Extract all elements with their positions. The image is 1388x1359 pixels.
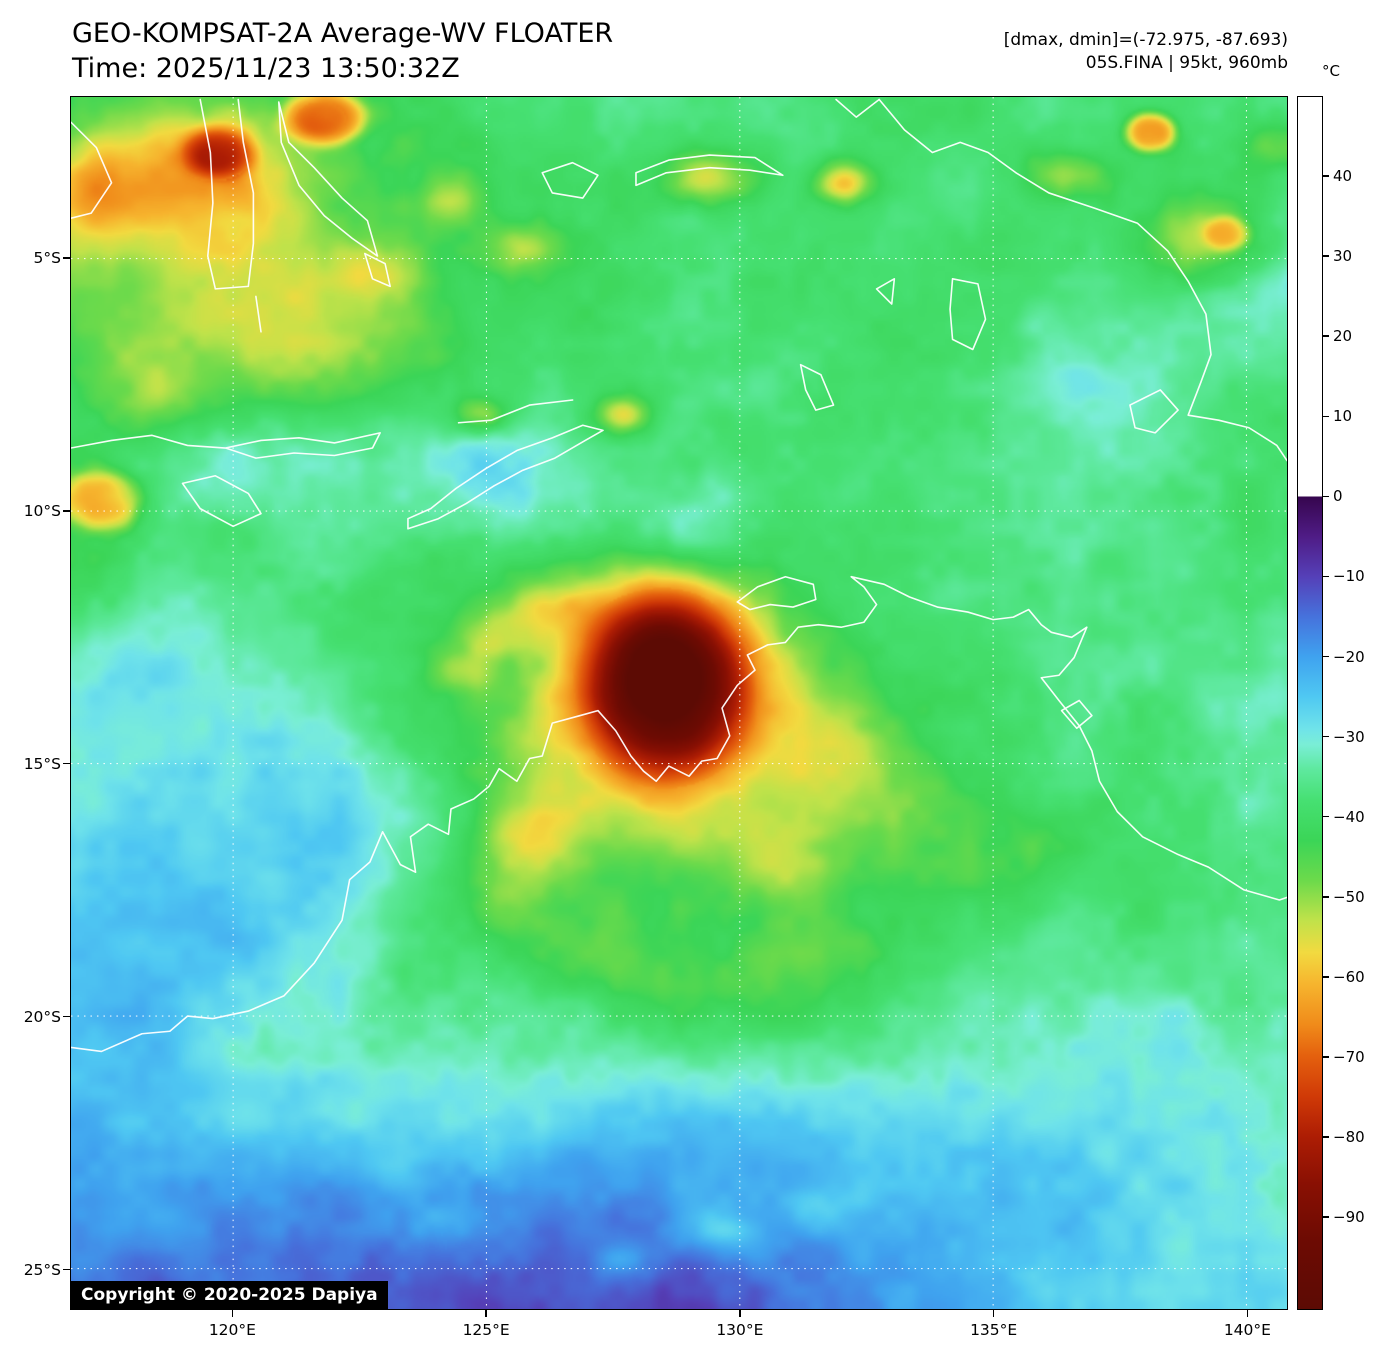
colorbar-tick-label: 0: [1333, 487, 1343, 506]
coastline: [736, 575, 817, 611]
water-vapor-satellite-image: [71, 97, 1287, 1309]
colorbar-tick-label: −80: [1333, 1128, 1365, 1147]
colorbar-tick: [1323, 1216, 1329, 1218]
colorbar-tick-label: 40: [1333, 167, 1353, 186]
colorbar-tick: [1323, 1136, 1329, 1138]
colorbar-tick-label: −50: [1333, 887, 1365, 906]
lat-axis-label: 15°S: [23, 754, 61, 773]
coastline: [199, 98, 255, 290]
coastline: [878, 98, 1287, 462]
colorbar-tick: [1323, 495, 1329, 498]
coastline: [364, 252, 391, 288]
lat-axis-label: 5°S: [33, 248, 61, 267]
colorbar-tick: [1323, 255, 1329, 257]
storm-intensity-readout: 05S.FINA | 95kt, 960mb: [1085, 53, 1288, 73]
coastline: [799, 363, 835, 411]
colorbar-tick-label: 30: [1333, 247, 1353, 266]
lon-axis-label: 125°E: [462, 1321, 510, 1339]
lat-axis-tick: [63, 1015, 70, 1018]
dmax-dmin-readout: [dmax, dmin]=(-72.975, -87.693): [1003, 30, 1288, 50]
lon-axis-label: 135°E: [970, 1321, 1018, 1339]
image-timestamp: Time: 2025/11/23 13:50:32Z: [72, 53, 460, 84]
lat-axis-label: 10°S: [23, 501, 61, 520]
lat-axis-tick: [63, 762, 70, 765]
coastline: [835, 98, 880, 118]
coastline: [541, 161, 599, 199]
lon-axis-tick: [485, 1310, 487, 1317]
colorbar-tick: [1323, 735, 1329, 738]
lon-axis-label: 120°E: [208, 1321, 256, 1339]
coastline: [71, 575, 1287, 1053]
colorbar-tick-label: −30: [1333, 727, 1365, 746]
lat-axis-tick: [63, 1268, 70, 1271]
colorbar-tick-label: −20: [1333, 647, 1365, 666]
lon-axis-tick: [992, 1310, 995, 1317]
coastline: [949, 278, 987, 351]
colorbar-tick-label: −60: [1333, 967, 1365, 986]
colorbar-tick: [1323, 575, 1329, 578]
lat-axis-tick: [63, 510, 70, 512]
lat-axis-label: 20°S: [23, 1007, 61, 1026]
map-overlay: [71, 97, 1287, 1309]
page-title: GEO-KOMPSAT-2A Average-WV FLOATER: [72, 18, 614, 49]
colorbar-tick: [1323, 415, 1329, 418]
colorbar-tick: [1323, 815, 1329, 818]
colorbar-tick: [1323, 1056, 1329, 1058]
coastline: [407, 424, 604, 530]
lon-axis-tick: [1246, 1310, 1249, 1317]
colorbar-gradient: [1298, 97, 1322, 1309]
lon-axis-label: 140°E: [1223, 1321, 1271, 1339]
colorbar-tick: [1323, 655, 1329, 658]
colorbar-tick-label: −10: [1333, 567, 1365, 586]
colorbar-tick: [1323, 335, 1329, 337]
coastline: [875, 278, 896, 305]
coastline: [1129, 389, 1179, 434]
satellite-map-panel: Copyright © 2020-2025 Dapiya: [70, 96, 1288, 1310]
coastline: [181, 474, 262, 528]
lat-axis-label: 25°S: [23, 1260, 61, 1279]
temperature-colorbar: [1297, 96, 1323, 1310]
coastline: [277, 101, 379, 257]
colorbar-tick: [1323, 175, 1329, 177]
coastline: [1060, 699, 1093, 730]
lon-axis-tick: [739, 1310, 741, 1317]
colorbar-tick-label: −90: [1333, 1208, 1365, 1227]
coastline: [71, 121, 113, 219]
colorbar-tick-label: −40: [1333, 807, 1365, 826]
lat-axis-tick: [63, 257, 70, 259]
colorbar-unit-label: °C: [1322, 62, 1340, 80]
coastline: [635, 154, 784, 187]
colorbar-tick: [1323, 896, 1329, 898]
lon-axis-tick: [231, 1310, 234, 1317]
lon-axis-label: 130°E: [716, 1321, 764, 1339]
colorbar-tick: [1323, 976, 1329, 978]
coastline: [255, 295, 262, 333]
coastline: [457, 399, 574, 424]
colorbar-tick-label: 10: [1333, 407, 1353, 426]
copyright-badge: Copyright © 2020-2025 Dapiya: [71, 1281, 388, 1309]
colorbar-tick-label: 20: [1333, 327, 1353, 346]
coastline: [71, 432, 381, 459]
colorbar-tick-label: −70: [1333, 1047, 1365, 1066]
